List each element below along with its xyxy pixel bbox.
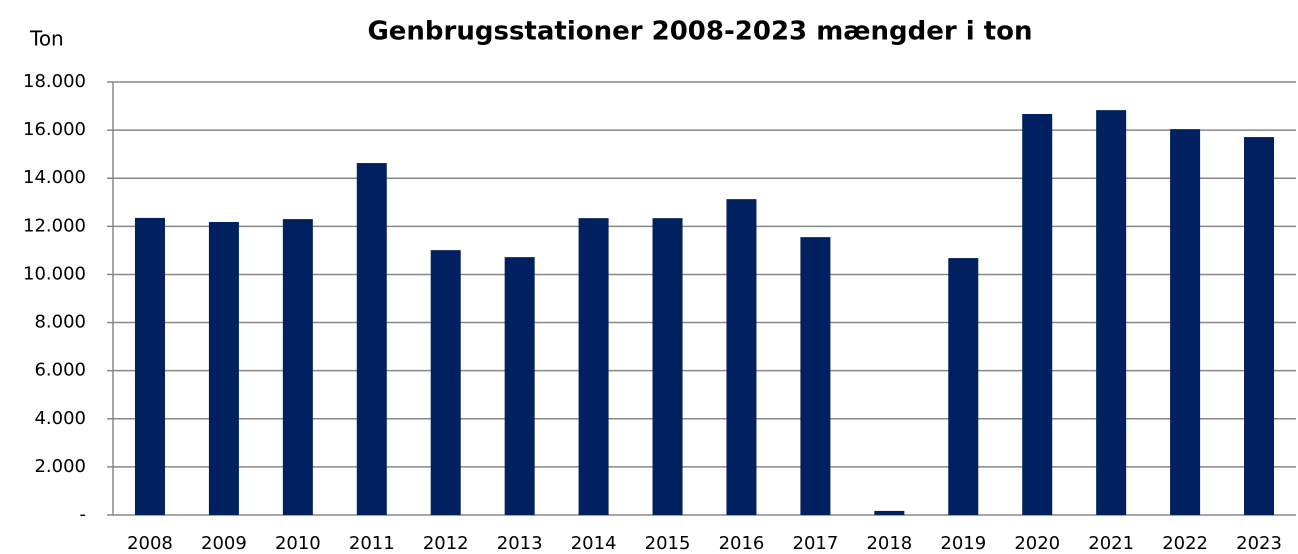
y-tick-label: 8.000 <box>34 312 86 333</box>
bar <box>800 237 831 516</box>
y-tick-label: 6.000 <box>34 360 86 381</box>
bar <box>578 218 609 515</box>
bar <box>874 510 905 515</box>
y-tick-label: 10.000 <box>23 263 86 284</box>
bar <box>1170 129 1201 515</box>
x-tick-label: 2008 <box>127 533 173 554</box>
x-tick-label: 2012 <box>423 533 469 554</box>
bar <box>356 163 387 516</box>
x-tick-label: 2018 <box>866 533 912 554</box>
bar <box>208 222 239 515</box>
x-tick-label: 2020 <box>1014 533 1060 554</box>
y-tick-label: - <box>80 504 87 525</box>
y-tick-label: 16.000 <box>23 119 86 140</box>
bar <box>1022 113 1053 515</box>
x-tick-label: 2010 <box>275 533 321 554</box>
y-tick-label: 2.000 <box>34 456 86 477</box>
y-tick-label: 4.000 <box>34 408 86 429</box>
bar <box>1096 110 1127 516</box>
x-tick-label: 2011 <box>349 533 395 554</box>
bar <box>504 257 535 515</box>
x-tick-label: 2009 <box>201 533 247 554</box>
x-tick-label: 2014 <box>571 533 617 554</box>
x-tick-label: 2022 <box>1162 533 1208 554</box>
x-tick-label: 2015 <box>645 533 691 554</box>
x-tick-label: 2023 <box>1236 533 1282 554</box>
y-tick-label: 14.000 <box>23 167 86 188</box>
x-tick-label: 2013 <box>497 533 543 554</box>
y-axis-label: Ton <box>29 27 64 51</box>
x-tick-label: 2016 <box>719 533 765 554</box>
x-tick-label: 2021 <box>1088 533 1134 554</box>
y-tick-label: 18.000 <box>23 71 86 92</box>
x-tick-label: 2019 <box>940 533 986 554</box>
bar <box>948 258 979 515</box>
y-tick-label: 12.000 <box>23 215 86 236</box>
chart-title: Genbrugsstationer 2008-2023 mængder i to… <box>367 17 1032 47</box>
x-tick-label: 2017 <box>793 533 839 554</box>
bar <box>430 250 461 516</box>
bar <box>282 219 313 515</box>
bar <box>1244 137 1275 515</box>
bar <box>134 217 165 516</box>
bar <box>652 218 683 515</box>
bar <box>726 199 757 515</box>
